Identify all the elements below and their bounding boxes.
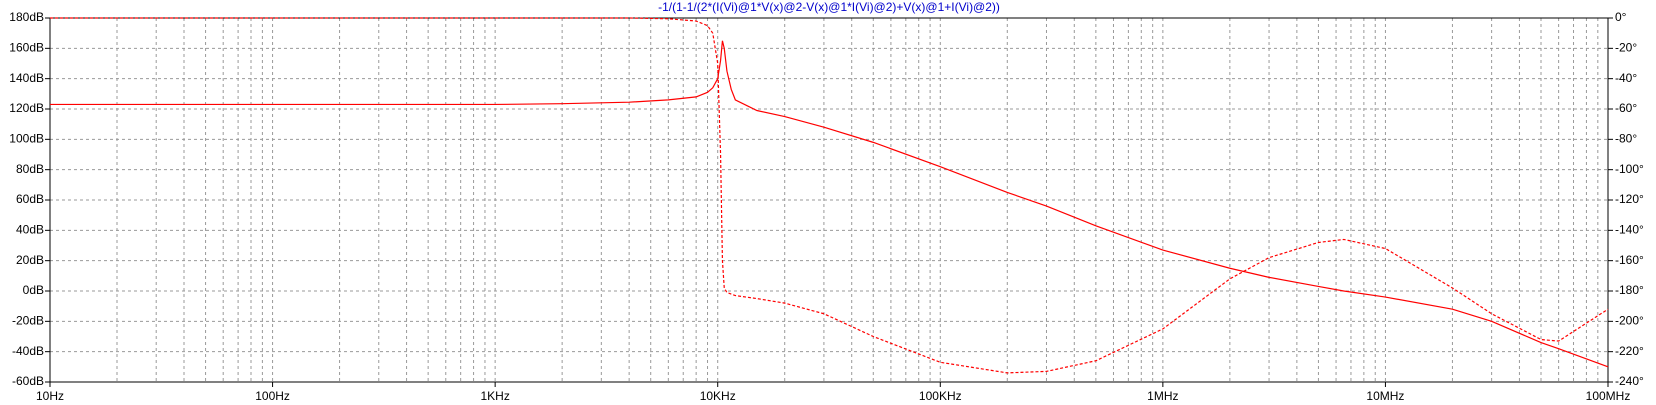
chart-title: -1/(1-1/(2*(I(Vi)@1*V(x)@2-V(x)@1*I(Vi)@… [658,0,1000,14]
y2-tick-label: -240° [1615,374,1644,388]
y-tick-label: 120dB [9,101,44,115]
y-tick-label: 100dB [9,132,44,146]
x-tick-label: 10Hz [36,389,64,403]
x-tick-label: 10KHz [700,389,736,403]
y-tick-label: 20dB [16,253,44,267]
y-tick-label: 40dB [16,223,44,237]
y2-tick-label: -160° [1615,253,1644,267]
x-tick-label: 100Hz [255,389,290,403]
y-tick-label: -40dB [12,344,44,358]
y2-tick-label: -140° [1615,223,1644,237]
y2-tick-label: -80° [1615,132,1637,146]
y-tick-label: 60dB [16,192,44,206]
y2-tick-label: -220° [1615,344,1644,358]
y-tick-label: -60dB [12,374,44,388]
y-tick-label: 80dB [16,162,44,176]
y2-tick-label: -120° [1615,192,1644,206]
y-tick-label: -20dB [12,314,44,328]
y-tick-label: 0dB [23,283,44,297]
x-tick-label: 100KHz [919,389,962,403]
y-tick-label: 140dB [9,71,44,85]
x-tick-label: 1KHz [480,389,509,403]
y2-tick-label: -60° [1615,101,1637,115]
y-tick-label: 180dB [9,10,44,24]
y-tick-label: 160dB [9,41,44,55]
y2-tick-label: 0° [1615,10,1627,24]
y2-tick-label: -200° [1615,314,1644,328]
x-tick-label: 1MHz [1147,389,1178,403]
y2-tick-label: -180° [1615,283,1644,297]
series-line [50,40,1609,368]
y2-tick-label: -40° [1615,71,1637,85]
series-line [50,17,1609,374]
y2-tick-label: -20° [1615,41,1637,55]
y2-tick-label: -100° [1615,162,1644,176]
x-tick-label: 100MHz [1586,389,1631,403]
x-tick-label: 10MHz [1366,389,1404,403]
plot-frame [49,17,1609,383]
